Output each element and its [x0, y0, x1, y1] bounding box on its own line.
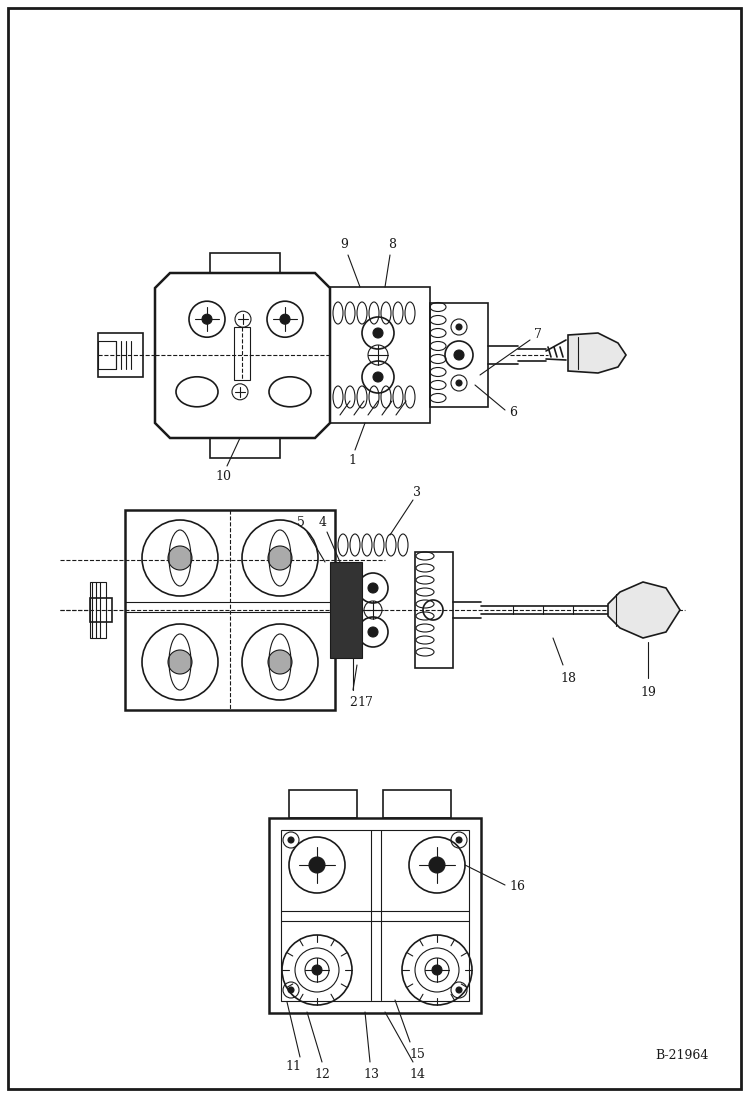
Circle shape: [168, 651, 192, 674]
Text: 3: 3: [413, 486, 421, 498]
Circle shape: [268, 546, 292, 570]
Circle shape: [456, 987, 462, 993]
Circle shape: [456, 837, 462, 842]
Text: 8: 8: [388, 238, 396, 251]
Text: 7: 7: [534, 328, 542, 341]
Circle shape: [368, 627, 378, 637]
Bar: [430, 303, 488, 407]
Text: 10: 10: [215, 470, 231, 483]
Text: 9: 9: [340, 238, 348, 251]
Circle shape: [432, 965, 442, 975]
Bar: [330, 562, 362, 658]
Bar: [90, 598, 112, 622]
Text: 5: 5: [297, 516, 305, 529]
Bar: [125, 510, 335, 710]
Circle shape: [373, 372, 383, 382]
Circle shape: [429, 857, 445, 873]
Text: 2: 2: [349, 695, 357, 709]
Bar: [269, 818, 481, 1013]
Text: 14: 14: [409, 1067, 425, 1081]
Bar: [210, 253, 280, 273]
Bar: [281, 830, 469, 1000]
Circle shape: [268, 651, 292, 674]
Text: 11: 11: [285, 1061, 301, 1074]
Text: 15: 15: [409, 1048, 425, 1061]
Bar: [98, 333, 143, 377]
Circle shape: [288, 837, 294, 842]
Text: 19: 19: [640, 686, 656, 699]
Circle shape: [456, 380, 462, 386]
Bar: [330, 287, 430, 423]
Text: 12: 12: [314, 1067, 330, 1081]
Text: 17: 17: [357, 695, 373, 709]
Circle shape: [309, 857, 325, 873]
Text: 16: 16: [509, 881, 525, 893]
Text: 13: 13: [363, 1067, 379, 1081]
Circle shape: [456, 324, 462, 330]
Circle shape: [288, 987, 294, 993]
Text: 18: 18: [560, 671, 576, 685]
Text: 1: 1: [348, 453, 356, 466]
Bar: [90, 583, 106, 638]
Bar: [289, 790, 357, 818]
Text: B-21964: B-21964: [655, 1049, 709, 1062]
Circle shape: [280, 314, 290, 325]
Bar: [234, 327, 250, 381]
Circle shape: [373, 328, 383, 338]
Polygon shape: [568, 333, 626, 373]
Circle shape: [312, 965, 322, 975]
Bar: [210, 438, 280, 459]
Bar: [383, 790, 451, 818]
Circle shape: [454, 350, 464, 360]
Circle shape: [202, 314, 212, 325]
Polygon shape: [155, 273, 330, 438]
Polygon shape: [608, 583, 680, 638]
Text: 6: 6: [509, 407, 517, 419]
Text: 4: 4: [319, 516, 327, 529]
Circle shape: [168, 546, 192, 570]
Circle shape: [368, 583, 378, 593]
Bar: [98, 341, 116, 369]
Bar: [415, 552, 453, 668]
